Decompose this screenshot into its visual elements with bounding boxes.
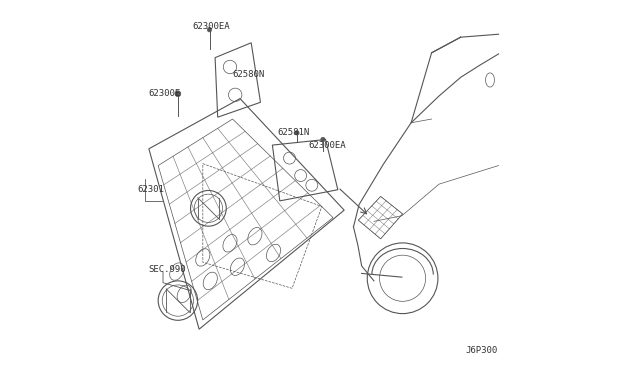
Circle shape: [207, 28, 212, 32]
Text: 62300EA: 62300EA: [193, 22, 230, 31]
Circle shape: [321, 137, 325, 142]
Text: SEC.990: SEC.990: [148, 265, 186, 274]
Text: 62581N: 62581N: [277, 128, 310, 137]
Circle shape: [175, 91, 181, 97]
Text: J6P300: J6P300: [465, 346, 497, 355]
Text: 62580N: 62580N: [232, 70, 265, 79]
Circle shape: [294, 131, 299, 135]
Text: 62300EA: 62300EA: [308, 141, 346, 150]
Text: 62300E: 62300E: [148, 89, 180, 97]
Text: 62301: 62301: [137, 185, 164, 194]
